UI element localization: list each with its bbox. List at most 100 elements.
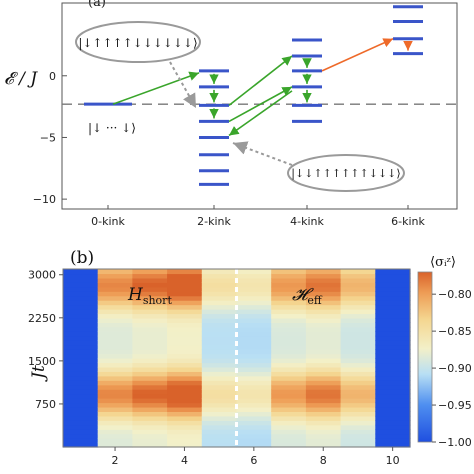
heatmap-cell	[63, 398, 99, 404]
heatmap-cell	[271, 420, 307, 426]
heatmap-cell	[236, 344, 272, 350]
energy-levels	[84, 5, 423, 186]
heatmap-cell	[63, 415, 99, 421]
heatmap-cell	[167, 269, 203, 275]
pointer-arrow-bottom	[232, 141, 293, 166]
heatmap-cell	[201, 371, 238, 377]
heatmap-cell	[167, 375, 203, 381]
heatmap-cell	[340, 389, 376, 395]
heatmap-cell	[375, 295, 411, 301]
heatmap-cell	[236, 402, 272, 408]
heatmap-cell	[305, 317, 342, 323]
heatmap-cell	[340, 384, 376, 390]
heatmap-cell	[132, 384, 168, 390]
heatmap-cell	[375, 406, 411, 412]
heatmap-cell	[236, 273, 272, 279]
heatmap-cell	[271, 326, 307, 332]
heatmap-cell	[167, 331, 203, 337]
heatmap-cell	[271, 317, 307, 323]
heatmap-cell	[305, 269, 342, 275]
heatmap-cell	[201, 398, 238, 404]
heatmap-cell	[132, 340, 168, 346]
heatmap-cell	[167, 362, 203, 368]
heatmap-cell	[63, 313, 99, 319]
heatmap-cell	[97, 286, 133, 292]
heatmap-cell	[97, 291, 133, 297]
heatmap-cell	[201, 433, 238, 439]
heatmap-cell	[97, 322, 133, 328]
heatmap-cell	[271, 344, 307, 350]
heatmap-cell	[236, 353, 272, 359]
heatmap-cell	[132, 353, 168, 359]
heatmap-cell	[271, 398, 307, 404]
heatmap-cell	[97, 389, 133, 395]
heatmap-cell	[375, 429, 411, 435]
heatmap-cell	[271, 429, 307, 435]
heatmap-cell	[201, 331, 238, 337]
category-label: 0-kink	[91, 215, 125, 228]
heatmap-cell	[236, 380, 272, 386]
heatmap-cell	[63, 335, 99, 341]
heatmap-cell	[340, 344, 376, 350]
heatmap-cell	[305, 344, 342, 350]
heatmap-cell	[201, 313, 238, 319]
heatmap-cell	[201, 438, 238, 444]
heatmap-cell	[167, 438, 203, 444]
heatmap-cell	[340, 366, 376, 372]
panel-b-ylabel: Jt	[29, 365, 49, 382]
heatmap-cell	[132, 398, 168, 404]
heatmap-cell	[201, 326, 238, 332]
heatmap-cell	[305, 313, 342, 319]
y-tick-label: 750	[35, 398, 56, 411]
heatmap-cell	[271, 331, 307, 337]
heatmap-cell	[375, 313, 411, 319]
heatmap-cell	[305, 429, 342, 435]
category-label: 6-kink	[391, 215, 425, 228]
heatmap-cell	[305, 358, 342, 364]
heatmap-cell	[375, 362, 411, 368]
heatmap-cell	[63, 286, 99, 292]
y-tick-label: 1500	[28, 355, 56, 368]
heatmap-cell	[271, 322, 307, 328]
heatmap-cell	[132, 322, 168, 328]
heatmap-cell	[132, 393, 168, 399]
heatmap-cell	[201, 309, 238, 315]
heatmap-cell	[167, 277, 203, 283]
heatmap-cell	[271, 384, 307, 390]
colorbar-label: ⟨σᵢᶻ⟩	[430, 255, 456, 270]
heatmap-cell	[236, 309, 272, 315]
heatmap-cell	[271, 438, 307, 444]
y-tick-label: 3000	[28, 269, 56, 282]
heatmap-cell	[63, 282, 99, 288]
heatmap-cell	[305, 349, 342, 355]
heatmap-cell	[340, 304, 376, 310]
heatmap-cell	[271, 375, 307, 381]
heatmap-cell	[167, 358, 203, 364]
colorbar-tick-label: −0.85	[438, 325, 472, 338]
heatmap-cell	[340, 411, 376, 417]
state-bubble-bottom-right: |↓↓↑↑↑↑↑↑↓↓↓⟩	[287, 154, 405, 192]
heatmap-cell	[201, 366, 238, 372]
heatmap-cell	[63, 362, 99, 368]
heatmap-cell	[271, 300, 307, 306]
heatmap-cell	[375, 380, 411, 386]
transition-arrow	[112, 71, 200, 105]
heatmap-cell	[167, 304, 203, 310]
heatmap-cell	[375, 375, 411, 381]
heatmap-cell	[201, 286, 238, 292]
heatmap-cell	[375, 438, 411, 444]
heatmap-cell	[340, 317, 376, 323]
heatmap-cell	[375, 420, 411, 426]
heatmap-cell	[132, 304, 168, 310]
heatmap-cell	[340, 371, 376, 377]
heatmap-cell	[97, 282, 133, 288]
heatmap-cell	[132, 442, 168, 448]
y-tick-label: −10	[33, 193, 56, 206]
heatmap-cell	[132, 406, 168, 412]
heatmap-cell	[167, 371, 203, 377]
heatmap-cell	[271, 433, 307, 439]
heatmap-cell	[132, 335, 168, 341]
heatmap-cell	[97, 295, 133, 301]
heatmap-cell	[305, 384, 342, 390]
